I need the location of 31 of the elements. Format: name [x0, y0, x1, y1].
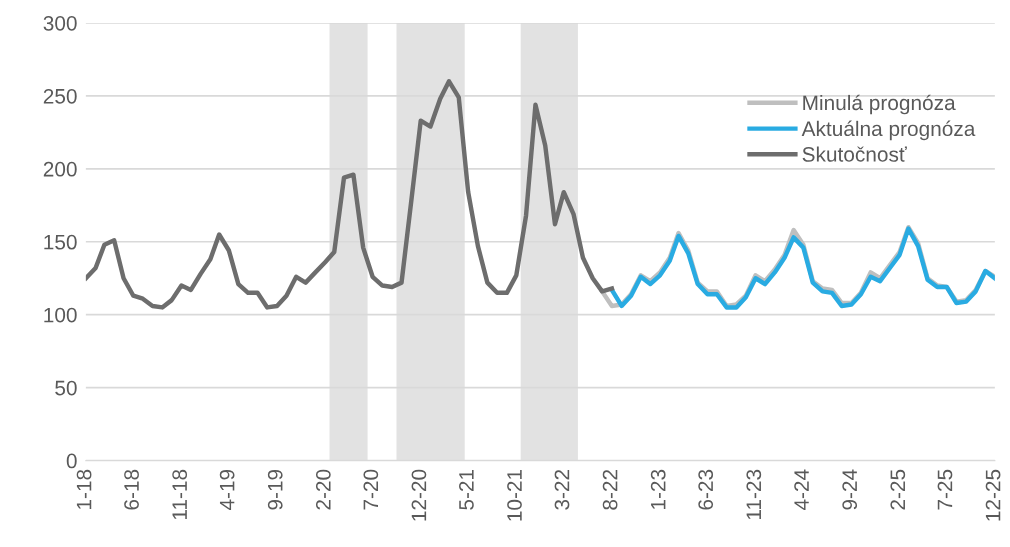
legend-label: Minulá prognóza: [803, 94, 956, 115]
x-tick-label: 4-24: [794, 469, 809, 511]
y-tick-label: 200: [43, 161, 77, 177]
line-series: [85, 79, 615, 310]
x-tick-label: 9-19: [267, 469, 283, 510]
legend-label: Aktuálna prognóza: [801, 120, 976, 141]
x-tick-label: 6-23: [698, 469, 714, 510]
x-tick-label: 11-18: [172, 469, 188, 520]
y-tick-label: 300: [43, 15, 77, 31]
y-tick-label: 150: [44, 234, 77, 250]
y-tick-label: 250: [43, 88, 77, 104]
x-tick-label: 12-25: [985, 469, 1001, 521]
x-tick-label: 7-25: [937, 469, 953, 510]
x-tick-label: 6-18: [124, 469, 139, 510]
x-tick-label: 12-20: [411, 469, 427, 521]
x-tick-label: 1-18: [76, 469, 92, 510]
x-tick-label: 3-22: [554, 469, 570, 510]
x-tick-label: 4-19: [219, 469, 235, 511]
x-tick-label: 1-23: [650, 469, 666, 510]
y-tick-label: 100: [44, 307, 77, 323]
x-tick-label: 10-21: [507, 469, 522, 521]
x-tick-label: 2-20: [315, 469, 331, 510]
legend-label: Skutočnosť: [802, 146, 907, 162]
x-tick-label: 9-24: [842, 469, 858, 510]
y-tick-label: 0: [66, 453, 77, 469]
x-tick-label: 8-22: [602, 469, 618, 510]
y-tick-label: 50: [55, 380, 77, 396]
x-tick-label: 5-21: [459, 469, 474, 510]
x-tick-label: 2-25: [890, 469, 906, 510]
x-tick-label: 11-23: [746, 469, 762, 520]
x-tick-label: 7-20: [363, 469, 379, 510]
